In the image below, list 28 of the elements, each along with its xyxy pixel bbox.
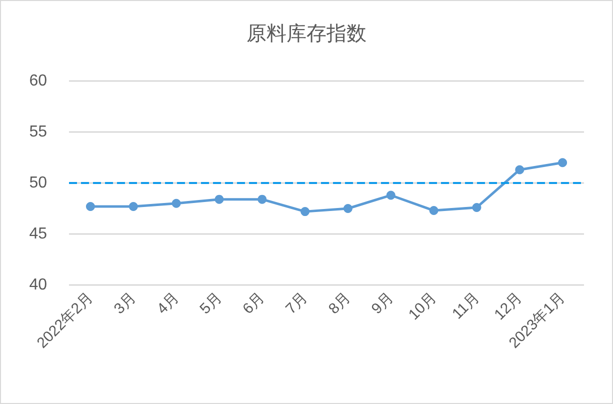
point <box>214 194 224 204</box>
x-tick-label: 6月 <box>240 288 268 318</box>
y-tick-label: 40 <box>29 276 48 294</box>
point <box>86 202 95 211</box>
point <box>128 202 138 211</box>
x-tick-label: 11月 <box>449 288 483 323</box>
x-tick-label: 12月 <box>491 288 526 324</box>
x-tick-label: 9月 <box>368 288 397 318</box>
chart-title: 原料库存指数 <box>246 23 366 45</box>
point <box>386 190 396 200</box>
point <box>258 194 267 204</box>
x-tick-label: 8月 <box>325 288 354 318</box>
x-tick-label: 10月 <box>405 288 440 324</box>
point <box>515 165 524 174</box>
x-tick-label: 3月 <box>110 288 140 318</box>
x-tick-label: 5月 <box>196 288 226 318</box>
y-tick-label: 60 <box>29 72 48 90</box>
y-tick-label: 50 <box>29 174 48 192</box>
x-tick-label: 4月 <box>154 288 182 318</box>
point <box>558 158 568 168</box>
point <box>172 198 181 208</box>
y-tick-label: 45 <box>29 226 48 242</box>
point <box>472 202 482 212</box>
point <box>429 206 438 216</box>
x-tick-label: 7月 <box>282 288 312 318</box>
point <box>343 204 352 213</box>
point <box>300 207 310 216</box>
y-tick-label: 55 <box>29 124 48 140</box>
